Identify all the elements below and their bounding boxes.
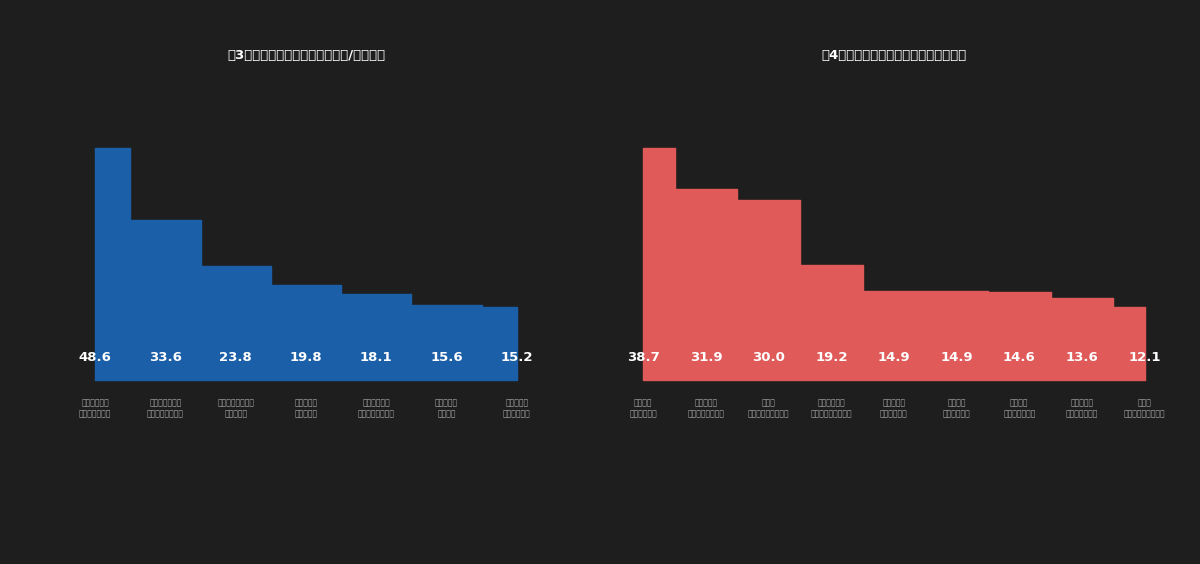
Text: 作成が
面倒くさそうだから: 作成が 面倒くさそうだから — [748, 399, 790, 418]
Text: 13.6: 13.6 — [1066, 351, 1098, 364]
Text: 18.1: 18.1 — [360, 351, 392, 364]
Text: 申請手続きが
面倒くさそうだから: 申請手続きが 面倒くさそうだから — [810, 399, 852, 418]
Text: 紛失時の
手続きが大変: 紛失時の 手続きが大変 — [943, 399, 971, 418]
Text: 身分証明に
使えるから: 身分証明に 使えるから — [294, 399, 318, 418]
Text: 不正受給に
使われるかも: 不正受給に 使われるかも — [880, 399, 908, 418]
Text: 33.6: 33.6 — [149, 351, 182, 364]
Text: 19.8: 19.8 — [289, 351, 323, 364]
Text: 38.7: 38.7 — [626, 351, 660, 364]
Text: 作り方が
わからないから: 作り方が わからないから — [1003, 399, 1036, 418]
Text: 15.6: 15.6 — [431, 351, 463, 364]
Text: 14.9: 14.9 — [941, 351, 973, 364]
Text: 15.2: 15.2 — [500, 351, 533, 364]
Text: 図3　マイナンバーカードの所有/申請理由: 図3 マイナンバーカードの所有/申請理由 — [227, 49, 385, 61]
Text: 健康保険証の
代わりになるから: 健康保険証の 代わりになるから — [358, 399, 395, 418]
Text: 30.0: 30.0 — [752, 351, 785, 364]
Text: 必要性を
感じないから: 必要性を 感じないから — [630, 399, 658, 418]
Text: ポイントが
もらえるから: ポイントが もらえるから — [503, 399, 530, 418]
Text: 12.1: 12.1 — [1128, 351, 1160, 364]
Text: 行政手続きに
便利そうだから: 行政手続きに 便利そうだから — [79, 399, 112, 418]
Text: 図4　マイナンバーカードの非所有理由: 図4 マイナンバーカードの非所有理由 — [821, 49, 967, 61]
Text: 将来的に必要に
なると思ったから: 将来的に必要に なると思ったから — [146, 399, 184, 418]
Text: 身分証明を
持っているから: 身分証明を 持っているから — [1066, 399, 1098, 418]
Text: コンビニで
成つから: コンビニで 成つから — [436, 399, 458, 418]
Text: 必要なサービスが
あったから: 必要なサービスが あったから — [217, 399, 254, 418]
Text: 31.9: 31.9 — [690, 351, 722, 364]
Text: 14.9: 14.9 — [877, 351, 911, 364]
Text: 個人情報の
漏洩が心配だから: 個人情報の 漏洩が心配だから — [688, 399, 725, 418]
Text: 19.2: 19.2 — [815, 351, 847, 364]
Text: 23.8: 23.8 — [220, 351, 252, 364]
Text: 管理が
面倒くさそうだから: 管理が 面倒くさそうだから — [1124, 399, 1165, 418]
Text: 14.6: 14.6 — [1003, 351, 1036, 364]
Text: 48.6: 48.6 — [79, 351, 112, 364]
